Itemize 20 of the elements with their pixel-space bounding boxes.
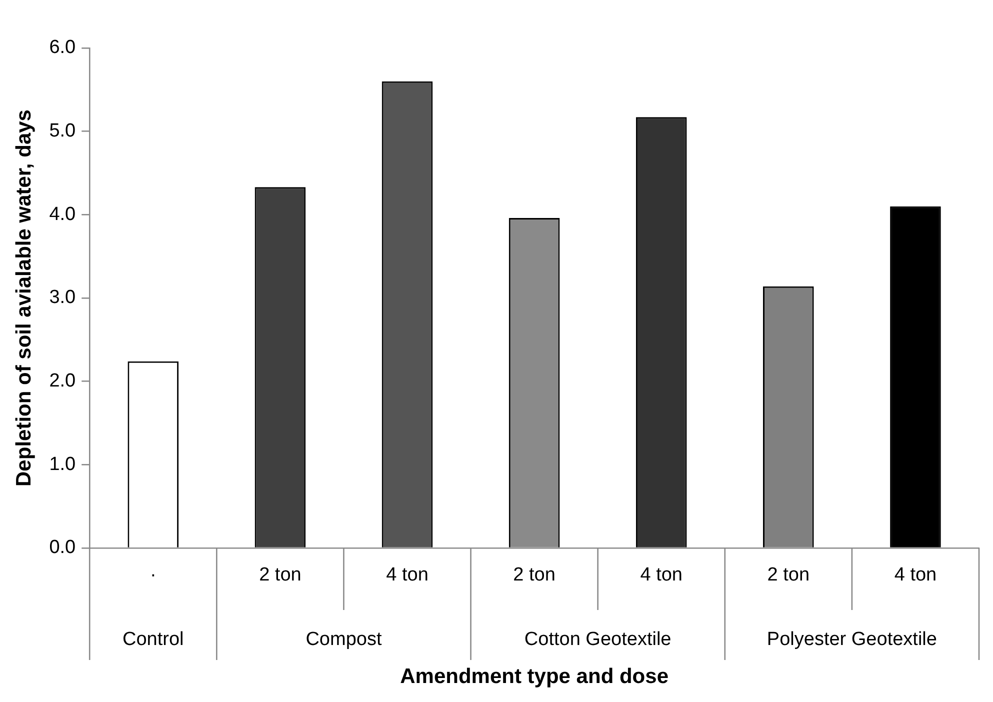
x-tick-label: 2 ton bbox=[513, 564, 556, 586]
x-tick-label: 2 ton bbox=[259, 564, 302, 586]
x-tick-label: 4 ton bbox=[640, 564, 682, 586]
text: Compost bbox=[306, 629, 382, 650]
x-tick-label: 4 ton bbox=[386, 564, 428, 586]
x-tick-label: · bbox=[150, 564, 156, 586]
y-tick-label: 1.0 bbox=[49, 454, 76, 475]
y-tick-label: 2.0 bbox=[49, 370, 76, 392]
text: Cotton Geotextile bbox=[524, 629, 672, 650]
y-tick-label: 4.0 bbox=[49, 204, 76, 225]
x-tick-label: 4 ton bbox=[894, 564, 937, 586]
y-tick-label: 5.0 bbox=[49, 120, 76, 142]
text: Polyester Geotextile bbox=[766, 629, 937, 650]
x-tick-label: 2 ton bbox=[767, 564, 810, 586]
y-tick-label: 0.0 bbox=[49, 537, 76, 558]
y-tick-label: 3.0 bbox=[49, 287, 76, 308]
y-tick-label: 6.0 bbox=[49, 37, 76, 58]
text: Control bbox=[122, 629, 184, 650]
x-axis-title: Amendment type and dose bbox=[400, 665, 668, 688]
y-axis-title: Depletion of soil avialable water, days bbox=[12, 110, 36, 486]
